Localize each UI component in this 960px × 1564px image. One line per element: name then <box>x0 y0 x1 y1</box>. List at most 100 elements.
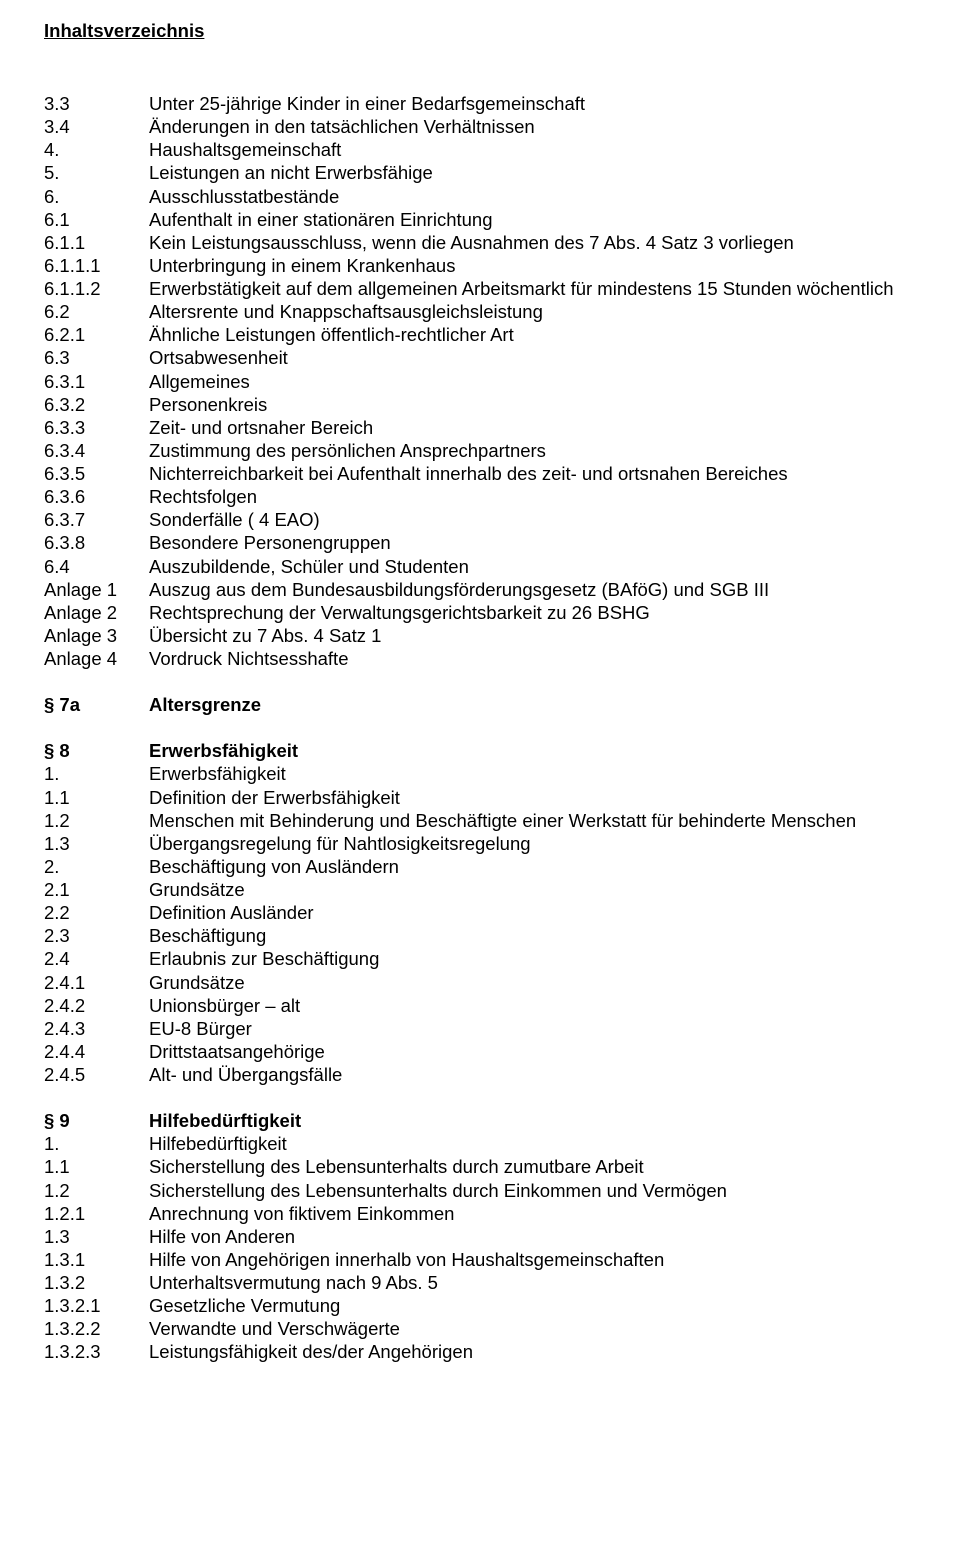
toc-entry-number: 6.2.1 <box>44 323 149 346</box>
toc-entry-number: 6.3.7 <box>44 508 149 531</box>
toc-entry: 1.3.2.1Gesetzliche Vermutung <box>44 1294 916 1317</box>
toc-entry: 2.4.4Drittstaatsangehörige <box>44 1040 916 1063</box>
toc-entry: Anlage 2Rechtsprechung der Verwaltungsge… <box>44 601 916 624</box>
toc-entry-text: Gesetzliche Vermutung <box>149 1294 916 1317</box>
toc-entry-text: Ortsabwesenheit <box>149 346 916 369</box>
toc-entry: § 9Hilfebedürftigkeit <box>44 1109 916 1132</box>
toc-entry-number: 6.1 <box>44 208 149 231</box>
toc-entry: 1.3.2.2Verwandte und Verschwägerte <box>44 1317 916 1340</box>
toc-entry-text: Nichterreichbarkeit bei Aufenthalt inner… <box>149 462 916 485</box>
toc-entry: 6.1Aufenthalt in einer stationären Einri… <box>44 208 916 231</box>
toc-entry-number: 2.4.1 <box>44 971 149 994</box>
toc-entry-text: Verwandte und Verschwägerte <box>149 1317 916 1340</box>
toc-entry-text: Menschen mit Behinderung und Beschäftigt… <box>149 809 916 832</box>
toc-entry-text: Erwerbstätigkeit auf dem allgemeinen Arb… <box>149 277 916 300</box>
toc-entry-number: 1. <box>44 1132 149 1155</box>
toc-entry-number: 6.1.1 <box>44 231 149 254</box>
toc-entry: 2.4.2Unionsbürger – alt <box>44 994 916 1017</box>
toc-entry-text: Änderungen in den tatsächlichen Verhältn… <box>149 115 916 138</box>
toc-entry: 2.4.3EU-8 Bürger <box>44 1017 916 1040</box>
toc-entry-number: 6.3.6 <box>44 485 149 508</box>
toc-entry-text: Übersicht zu 7 Abs. 4 Satz 1 <box>149 624 916 647</box>
toc-entry: 1.2Sicherstellung des Lebensunterhalts d… <box>44 1179 916 1202</box>
toc-entry-number: 1. <box>44 762 149 785</box>
toc-entry-text: Beschäftigung <box>149 924 916 947</box>
toc-entry-text: Personenkreis <box>149 393 916 416</box>
toc-entry-number: 2.1 <box>44 878 149 901</box>
table-of-contents: 3.3Unter 25-jährige Kinder in einer Beda… <box>44 92 916 1364</box>
toc-entry-number: 6.3.2 <box>44 393 149 416</box>
toc-entry-number: 1.2 <box>44 809 149 832</box>
toc-entry: 1.3Hilfe von Anderen <box>44 1225 916 1248</box>
toc-entry-number: 3.3 <box>44 92 149 115</box>
toc-entry: 2.3Beschäftigung <box>44 924 916 947</box>
toc-entry-text: Hilfe von Angehörigen innerhalb von Haus… <box>149 1248 916 1271</box>
toc-entry-text: Grundsätze <box>149 878 916 901</box>
toc-entry-number: 1.3.1 <box>44 1248 149 1271</box>
toc-entry-number: 1.3 <box>44 832 149 855</box>
toc-entry-number: 2. <box>44 855 149 878</box>
toc-entry-number: 6.3.8 <box>44 531 149 554</box>
toc-entry-text: Hilfebedürftigkeit <box>149 1132 916 1155</box>
toc-entry: 6.1.1.2Erwerbstätigkeit auf dem allgemei… <box>44 277 916 300</box>
toc-entry-number: 2.4.5 <box>44 1063 149 1086</box>
toc-entry-number: 6.3.5 <box>44 462 149 485</box>
toc-entry: 6.1.1Kein Leistungsausschluss, wenn die … <box>44 231 916 254</box>
toc-entry-text: Erwerbsfähigkeit <box>149 762 916 785</box>
toc-entry: 6.Ausschlusstatbestände <box>44 185 916 208</box>
toc-entry: 1.2Menschen mit Behinderung und Beschäft… <box>44 809 916 832</box>
toc-entry-text: Altersgrenze <box>149 693 916 716</box>
toc-entry: 2.4.5Alt- und Übergangsfälle <box>44 1063 916 1086</box>
toc-entry-text: Sicherstellung des Lebensunterhalts durc… <box>149 1179 916 1202</box>
toc-entry-text: Erwerbsfähigkeit <box>149 739 916 762</box>
toc-entry-text: Übergangsregelung für Nahtlosigkeitsrege… <box>149 832 916 855</box>
toc-entry-number: § 7a <box>44 693 149 716</box>
toc-entry: 6.4Auszubildende, Schüler und Studenten <box>44 555 916 578</box>
toc-entry-number: 2.4.3 <box>44 1017 149 1040</box>
toc-entry-text: Allgemeines <box>149 370 916 393</box>
toc-entry-text: Sicherstellung des Lebensunterhalts durc… <box>149 1155 916 1178</box>
toc-entry-number: 3.4 <box>44 115 149 138</box>
toc-entry-number: 1.3.2 <box>44 1271 149 1294</box>
toc-entry: 2.4Erlaubnis zur Beschäftigung <box>44 947 916 970</box>
toc-entry-text: Sonderfälle ( 4 EAO) <box>149 508 916 531</box>
toc-entry: 1.3.2Unterhaltsvermutung nach 9 Abs. 5 <box>44 1271 916 1294</box>
toc-entry: 2.Beschäftigung von Ausländern <box>44 855 916 878</box>
toc-entry: § 7aAltersgrenze <box>44 693 916 716</box>
toc-entry-text: Erlaubnis zur Beschäftigung <box>149 947 916 970</box>
toc-entry: 3.4Änderungen in den tatsächlichen Verhä… <box>44 115 916 138</box>
toc-entry-text: Auszubildende, Schüler und Studenten <box>149 555 916 578</box>
toc-entry: 1.Erwerbsfähigkeit <box>44 762 916 785</box>
toc-entry-number: 1.1 <box>44 1155 149 1178</box>
toc-entry-text: Hilfe von Anderen <box>149 1225 916 1248</box>
toc-entry-number: 1.3.2.1 <box>44 1294 149 1317</box>
toc-entry-text: Definition der Erwerbsfähigkeit <box>149 786 916 809</box>
toc-entry-number: 1.3.2.2 <box>44 1317 149 1340</box>
toc-entry: 2.4.1Grundsätze <box>44 971 916 994</box>
toc-entry: 6.3.4Zustimmung des persönlichen Ansprec… <box>44 439 916 462</box>
toc-entry: 2.1Grundsätze <box>44 878 916 901</box>
toc-entry-number: 4. <box>44 138 149 161</box>
toc-entry-number: 2.4 <box>44 947 149 970</box>
toc-entry-text: Ähnliche Leistungen öffentlich-rechtlich… <box>149 323 916 346</box>
section-gap <box>44 670 916 693</box>
toc-entry-number: 2.4.2 <box>44 994 149 1017</box>
toc-entry: Anlage 1Auszug aus dem Bundesausbildungs… <box>44 578 916 601</box>
toc-entry-text: Zeit- und ortsnaher Bereich <box>149 416 916 439</box>
toc-entry: 6.1.1.1Unterbringung in einem Krankenhau… <box>44 254 916 277</box>
page-title: Inhaltsverzeichnis <box>44 20 916 42</box>
toc-entry: 1.2.1Anrechnung von fiktivem Einkommen <box>44 1202 916 1225</box>
toc-entry-number: 5. <box>44 161 149 184</box>
toc-entry-number: 6.3.1 <box>44 370 149 393</box>
toc-entry-number: 6.2 <box>44 300 149 323</box>
toc-entry-text: Besondere Personengruppen <box>149 531 916 554</box>
toc-entry-text: Zustimmung des persönlichen Ansprechpart… <box>149 439 916 462</box>
toc-entry-text: Unterhaltsvermutung nach 9 Abs. 5 <box>149 1271 916 1294</box>
toc-entry-text: Vordruck Nichtsesshafte <box>149 647 916 670</box>
toc-entry-number: 2.2 <box>44 901 149 924</box>
toc-entry-number: 6.4 <box>44 555 149 578</box>
toc-entry-text: Definition Ausländer <box>149 901 916 924</box>
toc-entry-number: § 8 <box>44 739 149 762</box>
toc-entry-number: 6.3.3 <box>44 416 149 439</box>
toc-entry-number: 1.1 <box>44 786 149 809</box>
